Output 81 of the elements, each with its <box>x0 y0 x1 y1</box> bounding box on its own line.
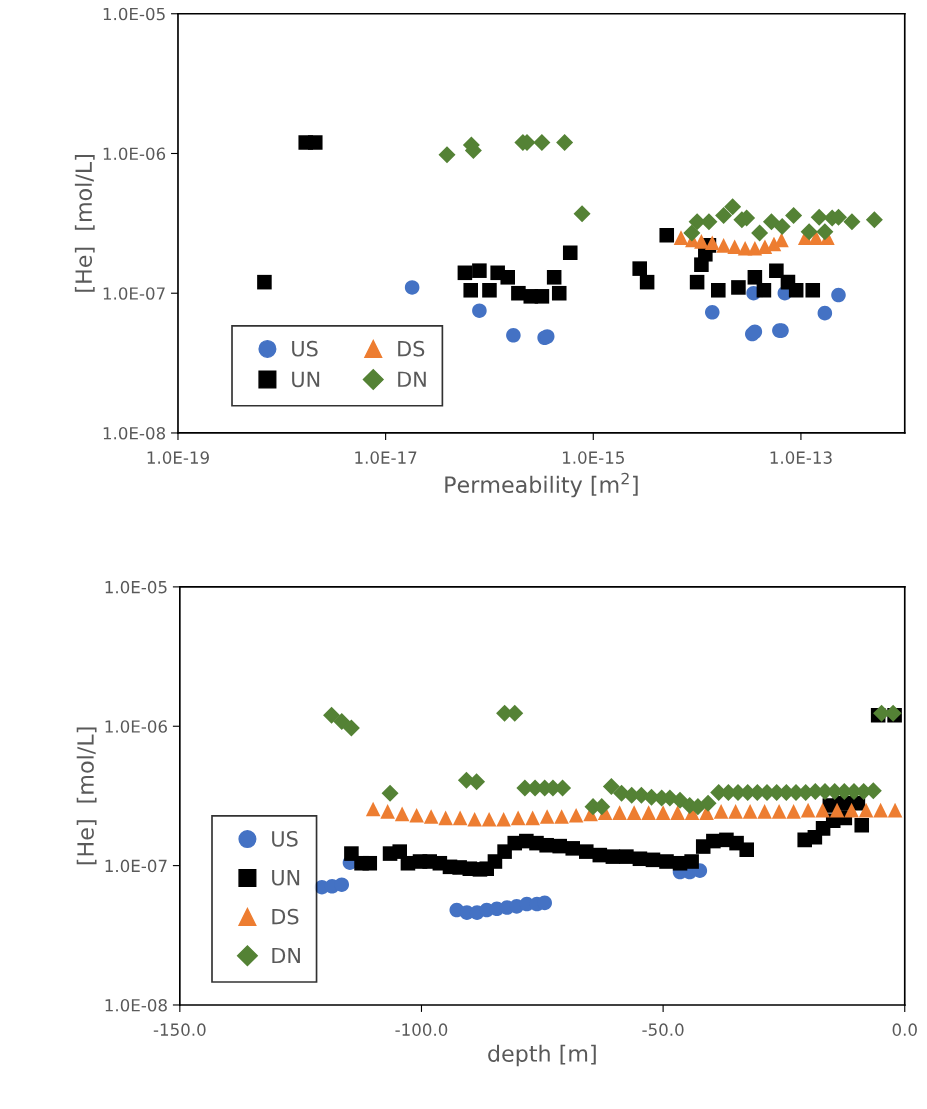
legend-label: UN <box>292 371 320 388</box>
point <box>844 802 859 818</box>
y-tick-label: 1.0E-08 <box>103 426 166 440</box>
point <box>858 802 874 818</box>
y-tick-label: 1.0E-06 <box>105 720 167 733</box>
point <box>362 855 378 871</box>
point <box>684 854 699 869</box>
point <box>887 802 903 818</box>
point <box>333 713 351 731</box>
point <box>670 805 685 820</box>
point <box>739 842 754 858</box>
y-tick-label: 1.0E-07 <box>105 859 167 873</box>
point <box>481 812 497 827</box>
point <box>641 805 656 820</box>
point <box>771 804 787 819</box>
x-axis-title: Permeability [m$^{2}$] <box>445 472 638 498</box>
y-tick-label: 1.0E-05 <box>103 7 165 21</box>
point <box>365 801 381 817</box>
point <box>605 849 621 864</box>
point <box>565 841 581 856</box>
x-tick-label: -100.0 <box>395 1023 448 1036</box>
point <box>829 802 845 818</box>
point <box>655 805 671 820</box>
point <box>568 807 584 823</box>
x-tick-label: 1.0E-13 <box>770 451 832 464</box>
y-tick-label: 1.0E-07 <box>103 287 165 300</box>
point <box>699 794 717 812</box>
x-tick-label: 1.0E-15 <box>562 451 624 464</box>
point <box>854 817 870 833</box>
y-tick-label: 1.0E-08 <box>105 998 167 1012</box>
x-tick-label: 1.0E-17 <box>355 451 417 464</box>
point <box>423 809 439 824</box>
y-tick-label: 1.0E-05 <box>105 580 167 594</box>
point <box>381 784 399 802</box>
point <box>728 804 743 819</box>
point <box>537 895 552 911</box>
legend-label: US <box>272 830 298 847</box>
point <box>713 804 729 819</box>
y-axis-title: [He] [mol/L] <box>74 155 95 292</box>
point <box>392 844 408 859</box>
point <box>757 804 772 819</box>
point <box>380 804 395 819</box>
point <box>496 812 511 827</box>
point <box>602 777 620 795</box>
legend-label: DN <box>398 371 426 387</box>
x-axis-title: depth [m] <box>488 1044 596 1067</box>
point <box>452 810 468 826</box>
point <box>873 802 888 818</box>
point <box>334 877 350 892</box>
x-tick-label: 0.0 <box>892 1023 917 1036</box>
legend-label: DS <box>398 340 425 357</box>
point <box>438 810 453 826</box>
point <box>342 719 360 737</box>
legend-label: DN <box>272 947 300 964</box>
legend-label: US <box>292 340 318 357</box>
point <box>394 806 410 822</box>
point <box>659 854 674 869</box>
point <box>626 805 642 820</box>
point <box>510 810 526 826</box>
point <box>409 807 424 823</box>
point <box>323 706 341 724</box>
x-tick-label: -150.0 <box>153 1023 206 1036</box>
y-tick-label: 1.0E-06 <box>103 147 166 161</box>
point <box>554 809 569 824</box>
point <box>539 809 555 824</box>
point <box>619 849 634 864</box>
point <box>786 804 801 819</box>
legend-label: DS <box>272 908 299 925</box>
point <box>578 844 594 859</box>
point <box>468 773 486 791</box>
y-axis-title: [He] [mol/L] <box>76 727 97 865</box>
x-tick-label: -50.0 <box>642 1023 684 1036</box>
point <box>467 812 482 827</box>
point <box>815 802 830 818</box>
point <box>612 805 627 820</box>
legend-label: UN <box>272 870 300 886</box>
point <box>525 810 540 826</box>
point <box>632 851 648 867</box>
x-tick-label: 1.0E-19 <box>147 451 209 464</box>
point <box>742 804 758 819</box>
point <box>800 802 816 818</box>
